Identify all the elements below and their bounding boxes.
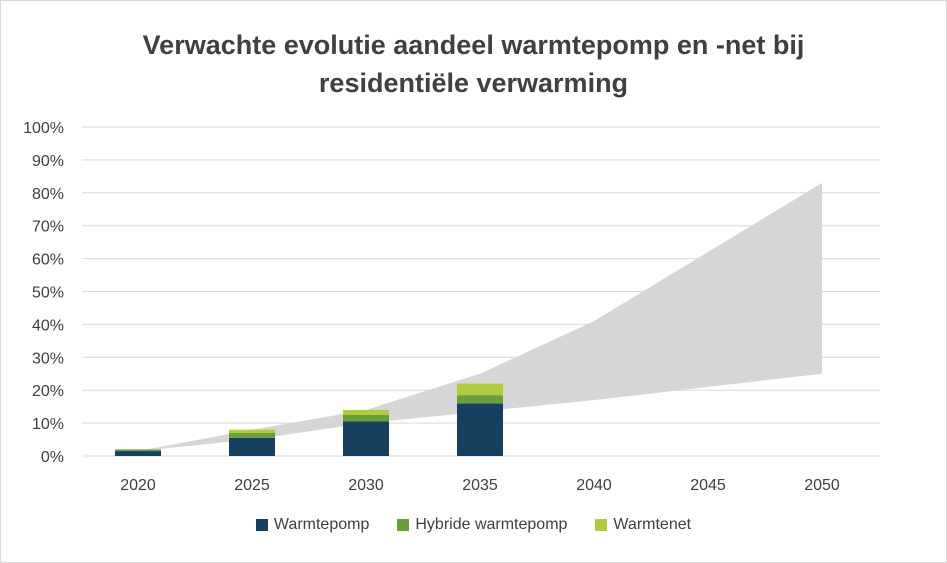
y-tick-label: 30% bbox=[32, 350, 64, 367]
y-tick-label: 90% bbox=[32, 153, 64, 170]
bar-warmtepomp-2035 bbox=[457, 403, 503, 456]
x-tick-label: 2050 bbox=[804, 477, 840, 494]
y-tick-label: 80% bbox=[32, 186, 64, 203]
bar-warmtenet-2035 bbox=[457, 383, 503, 396]
bar-warmtenet-2025 bbox=[229, 429, 275, 433]
bar-warmtepomp-2020 bbox=[115, 451, 161, 456]
legend-item: Warmtepomp bbox=[255, 516, 370, 534]
x-tick-label: 2040 bbox=[576, 477, 612, 494]
x-tick-label: 2020 bbox=[120, 477, 156, 494]
bar-hybride-warmtepomp-2030 bbox=[343, 414, 389, 422]
x-axis-ticks: 2020 2025 2030 2035 2040 2045 2050 bbox=[120, 477, 840, 494]
legend-item: Hybride warmtepomp bbox=[397, 516, 567, 534]
legend-label: Warmtenet bbox=[613, 516, 692, 533]
y-tick-label: 20% bbox=[32, 383, 64, 400]
x-tick-label: 2035 bbox=[462, 477, 498, 494]
range-band bbox=[138, 182, 822, 452]
chart-title-line-1: Verwachte evolutie aandeel warmtepomp en… bbox=[142, 30, 805, 60]
y-tick-label: 50% bbox=[32, 285, 64, 302]
legend-label: Warmtepomp bbox=[273, 516, 370, 533]
range-band-area bbox=[138, 182, 822, 452]
chart-title-line-2: residentiële verwarming bbox=[318, 68, 629, 98]
legend-swatch bbox=[595, 519, 608, 531]
bar-warmtenet-2030 bbox=[343, 409, 389, 415]
legend-swatch bbox=[255, 519, 268, 531]
y-axis-ticks: 0% 10% 20% 30% 40% 50% 60% 70% 80% 90% 100% bbox=[23, 120, 64, 466]
y-tick-label: 40% bbox=[32, 317, 64, 334]
legend-label: Hybride warmtepomp bbox=[415, 516, 568, 533]
legend-item: Warmtenet bbox=[595, 516, 691, 534]
legend-swatch bbox=[397, 519, 410, 531]
bar-hybride-warmtepomp-2035 bbox=[457, 395, 503, 404]
x-tick-label: 2025 bbox=[234, 477, 270, 494]
x-tick-label: 2030 bbox=[348, 477, 384, 494]
legend: Warmtepomp Hybride warmtepomp Warmtenet bbox=[0, 516, 947, 534]
y-tick-label: 70% bbox=[32, 219, 64, 236]
bar-hybride-warmtepomp-2025 bbox=[229, 432, 275, 438]
y-tick-label: 0% bbox=[41, 449, 64, 466]
bars bbox=[115, 383, 503, 456]
y-tick-label: 10% bbox=[32, 416, 64, 433]
y-tick-label: 60% bbox=[32, 252, 64, 269]
x-tick-label: 2045 bbox=[690, 477, 726, 494]
y-tick-label: 100% bbox=[23, 120, 64, 137]
bar-warmtepomp-2025 bbox=[229, 437, 275, 456]
chart-title: Verwachte evolutie aandeel warmtepomp en… bbox=[0, 26, 947, 102]
bar-warmtepomp-2030 bbox=[343, 421, 389, 456]
bar-hybride-warmtepomp-2020 bbox=[115, 449, 161, 452]
